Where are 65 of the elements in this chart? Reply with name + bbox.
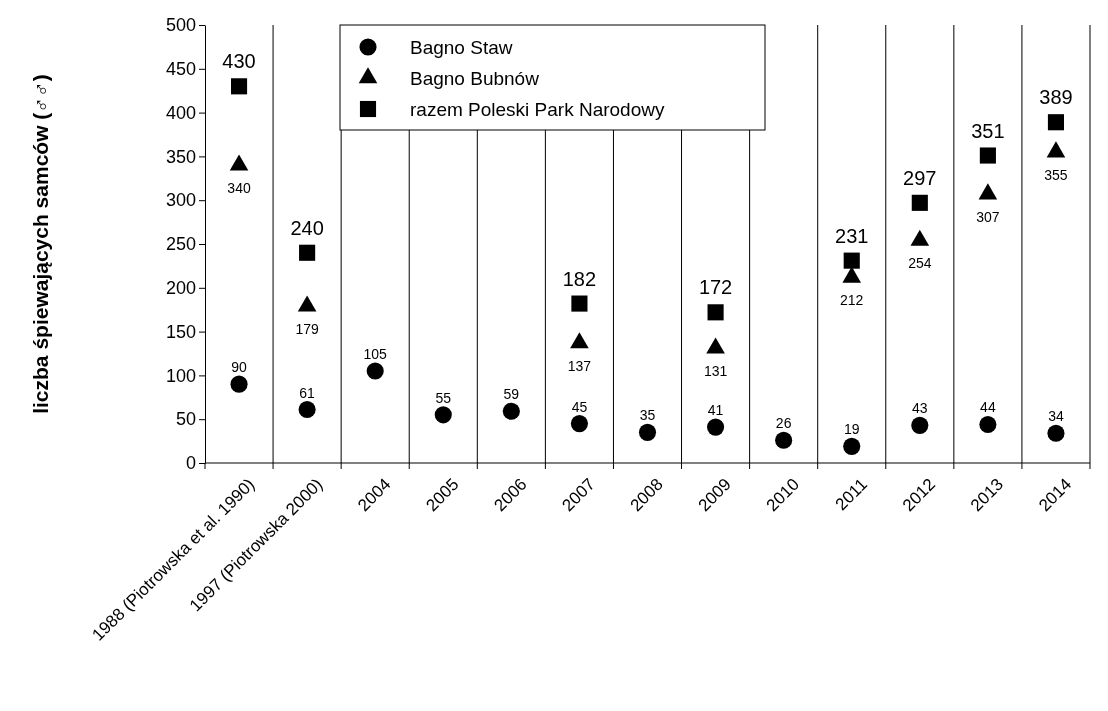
y-tick-label: 500	[165, 15, 196, 36]
legend-label: razem Poleski Park Narodowy	[410, 98, 665, 120]
point	[230, 78, 248, 95]
point	[911, 416, 929, 434]
data-label: 44	[980, 399, 996, 416]
data-label: 34	[1048, 408, 1064, 425]
point	[843, 252, 860, 269]
y-tick-label: 300	[165, 190, 196, 211]
point	[1047, 424, 1065, 442]
data-label: 340	[227, 180, 251, 197]
data-label: 19	[843, 421, 860, 438]
point	[707, 418, 725, 436]
point	[911, 194, 928, 211]
data-label: 430	[222, 50, 256, 73]
point	[979, 147, 996, 164]
data-label: 254	[908, 255, 932, 272]
y-tick-label: 200	[165, 278, 196, 299]
y-tick-label: 100	[165, 365, 196, 386]
data-label: 131	[703, 363, 728, 380]
data-label: 41	[707, 402, 724, 419]
y-tick-label: 400	[165, 102, 196, 123]
data-label: 240	[290, 216, 324, 239]
y-tick-label: 50	[175, 409, 196, 430]
point	[366, 362, 384, 380]
data-label: 59	[503, 386, 520, 403]
data-label: 355	[1044, 167, 1068, 184]
point	[979, 415, 997, 433]
point	[843, 437, 861, 455]
point	[1047, 114, 1065, 131]
data-label: 43	[912, 400, 928, 417]
data-label: 182	[562, 267, 597, 290]
data-label: 61	[299, 384, 316, 401]
point	[571, 295, 588, 312]
point	[230, 375, 248, 393]
point	[707, 304, 724, 321]
point	[775, 431, 793, 449]
data-label: 231	[835, 224, 869, 247]
data-label: 172	[698, 276, 733, 299]
data-label: 351	[971, 119, 1005, 142]
y-tick-label: 250	[165, 234, 196, 255]
y-tick-label: 150	[165, 321, 196, 342]
legend-label: Bagno Bubnów	[410, 67, 540, 89]
y-tick-label: 0	[185, 453, 196, 474]
data-label: 137	[567, 357, 592, 374]
data-label: 179	[295, 321, 320, 338]
y-tick-label: 350	[165, 146, 196, 167]
point	[502, 402, 520, 420]
data-label: 105	[363, 346, 388, 363]
data-label: 212	[840, 292, 864, 309]
y-axis-title: liczba śpiewających samców (♂♂)	[29, 74, 52, 414]
data-label: 389	[1039, 86, 1073, 109]
point	[638, 423, 657, 441]
point	[298, 401, 316, 419]
data-label: 35	[639, 407, 656, 424]
data-label: 55	[435, 389, 452, 406]
point	[570, 415, 588, 433]
data-label: 45	[571, 398, 588, 415]
data-label: 90	[231, 359, 248, 376]
point	[299, 244, 316, 261]
data-label: 307	[976, 209, 1000, 226]
point	[434, 406, 452, 424]
y-tick-label: 450	[165, 59, 196, 80]
data-label: 297	[903, 166, 937, 189]
data-label: 26	[775, 415, 792, 432]
legend-label: Bagno Staw	[410, 36, 513, 58]
